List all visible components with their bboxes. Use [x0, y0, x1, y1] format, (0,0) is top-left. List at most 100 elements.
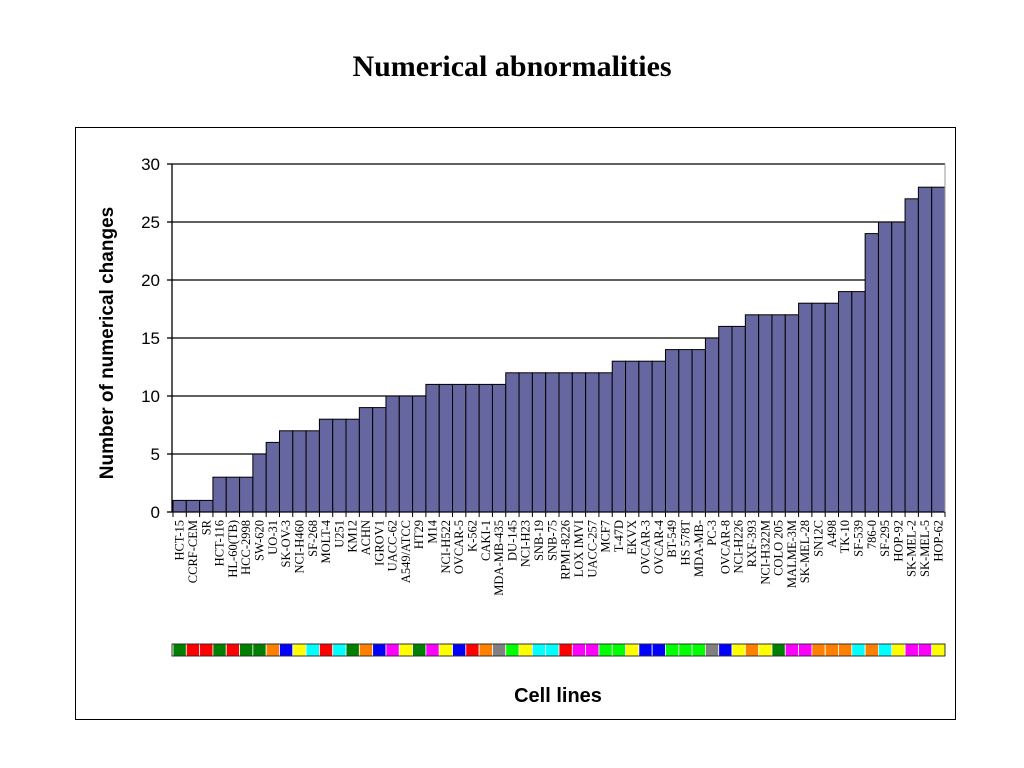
- x-tick-label: LOX IMVI: [572, 520, 586, 577]
- strip-swatch: [452, 643, 467, 657]
- x-tick-label: NCI-H522: [439, 520, 453, 573]
- bar: [185, 499, 201, 513]
- bar: [292, 430, 307, 513]
- strip-swatch: [465, 643, 480, 657]
- strip-swatch: [691, 643, 706, 657]
- y-tick-label: 15: [141, 329, 160, 348]
- strip-swatch: [651, 643, 666, 657]
- bar: [318, 418, 334, 513]
- x-tick-label: HCT-15: [173, 520, 187, 561]
- x-tick-label: UO-31: [266, 520, 280, 555]
- x-tick-labels: HCT-15 CCRF-CEM SR HCT-116 HL-60(TB) HCC-2998…: [173, 519, 946, 595]
- x-tick-label: SF-539: [851, 520, 865, 557]
- strip-swatch: [558, 643, 573, 657]
- strip-swatch: [665, 643, 680, 657]
- x-tick-label: COLO 205: [772, 520, 786, 576]
- bar: [225, 476, 241, 513]
- x-tick-label: HOP-62: [931, 520, 945, 562]
- strip-swatch: [345, 643, 360, 657]
- strip-swatch: [292, 643, 307, 657]
- bar: [638, 360, 653, 513]
- x-tick-label: MCF7: [599, 520, 613, 553]
- bar: [678, 349, 693, 513]
- x-tick-label: BT-549: [665, 520, 679, 558]
- bar: [358, 407, 374, 513]
- strip-swatch: [358, 643, 374, 657]
- strip-swatch: [758, 643, 773, 657]
- bar: [704, 337, 720, 513]
- strip-swatch: [319, 643, 334, 657]
- x-axis-label: Cell lines: [514, 685, 602, 707]
- bar: [199, 499, 214, 513]
- x-tick-label: NCI-H226: [732, 520, 746, 573]
- x-tick-label: DU-145: [505, 520, 519, 561]
- y-tick-label: 10: [141, 387, 160, 406]
- x-tick-label: K-562: [465, 520, 479, 552]
- strip-swatch: [225, 643, 240, 657]
- bar: [332, 418, 347, 513]
- bar: [877, 221, 893, 513]
- y-tick-label: 20: [141, 271, 160, 290]
- strip-swatch: [824, 643, 839, 657]
- x-tick-label: NCI-H23: [519, 520, 533, 567]
- strip-swatch: [199, 643, 214, 657]
- x-tick-label: OVCAR-8: [718, 520, 732, 574]
- y-axis-label: Number of numerical changes: [97, 207, 118, 479]
- x-tick-label: UACC-257: [585, 520, 599, 578]
- x-tick-label: A549/ATCC: [399, 520, 413, 583]
- strip-swatch: [438, 643, 453, 657]
- x-tick-label: RPMI-8226: [559, 520, 573, 580]
- bar: [412, 395, 427, 513]
- strip-swatch: [505, 643, 520, 657]
- strip-swatch: [611, 643, 626, 657]
- x-tick-label: RXF-393: [745, 520, 759, 567]
- strip-swatch: [811, 643, 826, 657]
- x-tick-label: HOP-92: [891, 520, 905, 562]
- y-tick-label: 30: [141, 155, 160, 174]
- bar: [718, 325, 733, 513]
- x-tick-label: EKVX: [625, 520, 639, 555]
- strip-swatch: [545, 643, 560, 657]
- bar: [545, 372, 560, 513]
- strip-swatch: [598, 643, 613, 657]
- color-strip: [171, 643, 946, 657]
- strip-swatch: [625, 643, 640, 657]
- bar: [305, 430, 320, 513]
- x-tick-label: UACC-62: [386, 520, 400, 571]
- strip-swatch: [931, 643, 946, 657]
- x-tick-label: MDA-MB-435: [492, 520, 506, 596]
- x-tick-label: SR: [199, 519, 213, 535]
- bar: [438, 383, 454, 513]
- bar: [571, 372, 587, 513]
- bar: [771, 314, 786, 513]
- bar: [172, 499, 187, 513]
- x-tick-label: M14: [426, 519, 440, 543]
- x-tick-label: TK-10: [838, 520, 852, 553]
- strip-swatch: [571, 643, 587, 657]
- bar: [345, 418, 360, 513]
- bar: [798, 302, 813, 513]
- bar: [385, 395, 400, 513]
- x-tick-label: CCRF-CEM: [186, 520, 200, 583]
- bar: [784, 314, 800, 513]
- strip-swatch: [678, 643, 693, 657]
- bar: [824, 302, 840, 513]
- strip-swatch: [425, 643, 440, 657]
- strip-swatch: [798, 643, 813, 657]
- x-tick-label: SK-OV-3: [279, 520, 293, 567]
- x-tick-label: SNB-75: [545, 520, 559, 561]
- bar: [744, 314, 760, 513]
- y-tick-labels: 0 5 10 15 20 25 30: [141, 155, 172, 522]
- bar: [917, 186, 933, 513]
- bar: [531, 372, 547, 513]
- bar: [651, 360, 666, 513]
- x-tick-label: HCT-116: [213, 520, 227, 566]
- x-tick-label: ACHN: [359, 520, 373, 555]
- strip-swatch: [252, 643, 267, 657]
- bar: [398, 395, 414, 513]
- bar: [611, 360, 627, 513]
- bar: [851, 291, 866, 513]
- x-tick-label: SW-620: [253, 520, 267, 561]
- x-tick-label: OVCAR-4: [652, 519, 666, 574]
